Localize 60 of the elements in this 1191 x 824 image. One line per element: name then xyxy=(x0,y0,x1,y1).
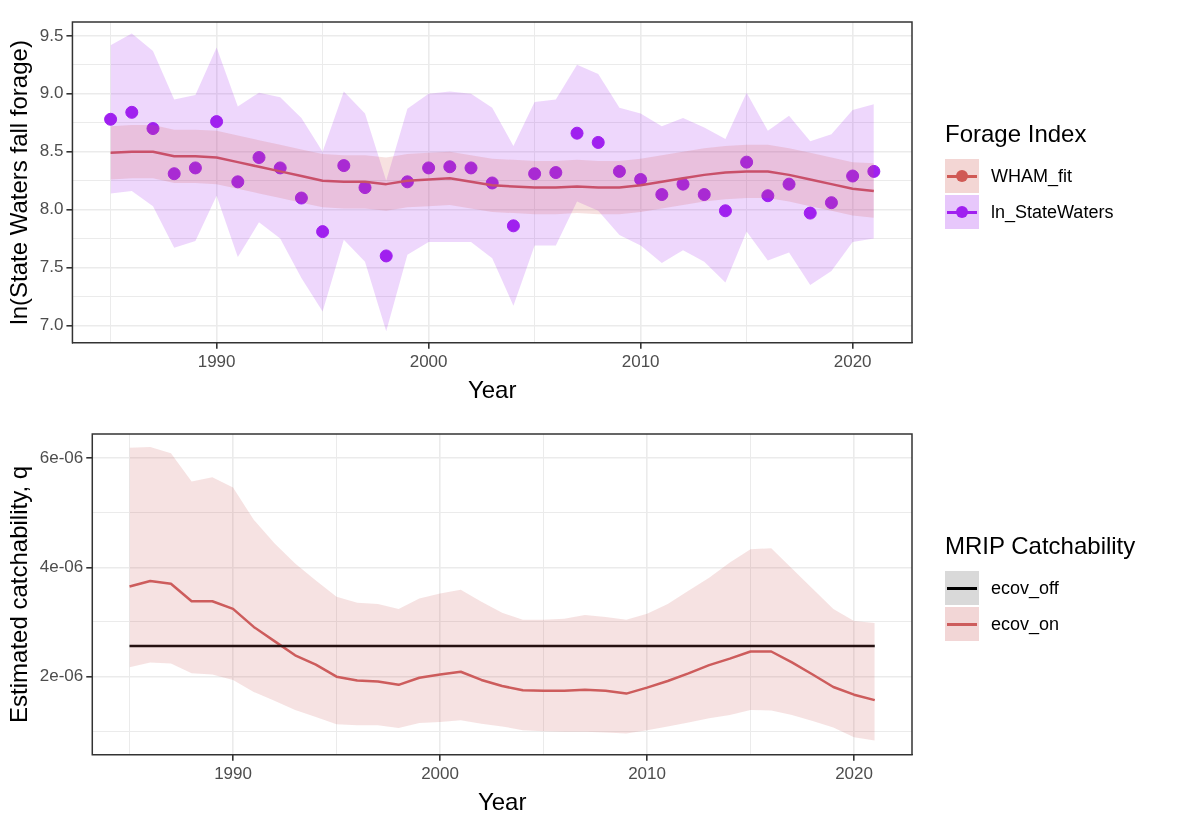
point xyxy=(422,161,436,175)
x-tick-label: 2010 xyxy=(621,351,660,371)
point xyxy=(803,206,817,220)
x-tick-label: 2000 xyxy=(409,351,448,371)
point xyxy=(358,181,372,195)
x-axis-title: Year xyxy=(467,376,517,404)
legend-label: ln_StateWaters xyxy=(991,201,1114,223)
y-tick-label: 7.0 xyxy=(39,315,64,335)
x-tick-label: 2020 xyxy=(835,763,873,783)
point xyxy=(549,166,563,180)
point xyxy=(379,249,393,263)
point xyxy=(867,164,881,178)
point xyxy=(676,177,690,191)
y-tick-label: 6e-06 xyxy=(39,447,84,467)
point xyxy=(570,126,584,140)
x-tick-label: 2010 xyxy=(628,763,666,783)
point xyxy=(167,167,181,181)
y-axis-title: ln(State Waters fall forage) xyxy=(5,40,33,325)
point xyxy=(443,160,457,174)
point xyxy=(612,164,626,178)
point xyxy=(697,188,711,202)
point xyxy=(782,177,796,191)
point xyxy=(316,225,330,239)
point xyxy=(761,189,775,203)
x-tick-label: 2000 xyxy=(421,763,459,783)
point xyxy=(846,169,860,183)
point xyxy=(125,105,139,119)
y-tick-label: 2e-06 xyxy=(39,666,84,686)
y-tick-label: 7.5 xyxy=(39,257,64,277)
y-tick-label: 8.5 xyxy=(39,141,64,161)
x-tick-label: 1990 xyxy=(197,351,236,371)
point xyxy=(740,155,754,169)
x-axis-title: Year xyxy=(477,788,527,816)
point xyxy=(231,175,245,189)
y-tick-label: 4e-06 xyxy=(39,557,84,577)
legend-label: WHAM_fit xyxy=(991,165,1072,187)
point xyxy=(506,219,520,233)
legend-title: Forage Index xyxy=(945,120,1088,148)
point xyxy=(210,115,224,129)
legend-label: ecov_on xyxy=(991,613,1060,635)
x-tick-label: 2020 xyxy=(833,351,872,371)
point xyxy=(718,204,732,218)
point xyxy=(146,122,160,136)
point xyxy=(294,191,308,205)
point xyxy=(528,167,542,181)
y-axis-title: Estimated catchability, q xyxy=(5,465,33,723)
x-tick-label: 1990 xyxy=(214,763,252,783)
point xyxy=(824,196,838,210)
point xyxy=(188,161,202,175)
legend-label: ecov_off xyxy=(991,577,1059,599)
point xyxy=(464,161,478,175)
point xyxy=(337,159,351,173)
point xyxy=(591,135,605,149)
y-tick-label: 9.0 xyxy=(39,83,64,103)
y-tick-label: 9.5 xyxy=(39,25,64,45)
point xyxy=(655,188,669,202)
point xyxy=(104,112,118,126)
point xyxy=(252,151,266,164)
y-tick-label: 8.0 xyxy=(39,199,64,219)
legend-title: MRIP Catchability xyxy=(945,532,1136,560)
